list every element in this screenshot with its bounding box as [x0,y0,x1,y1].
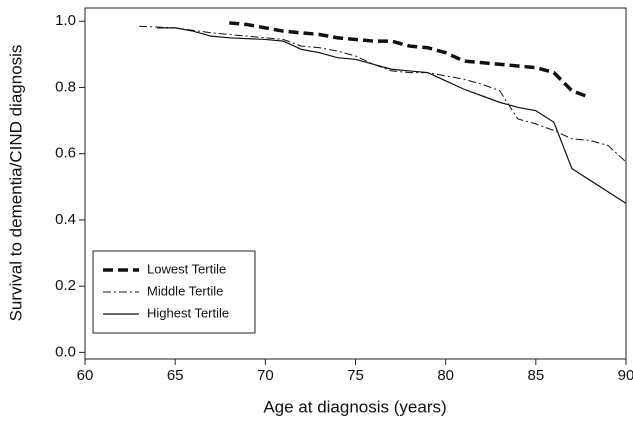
x-tick-label: 90 [618,367,633,384]
x-tick-label: 70 [257,367,274,384]
survival-line [157,27,627,204]
x-tick-label: 80 [437,367,454,384]
x-tick-label: 60 [77,367,94,384]
x-axis-label: Age at diagnosis (years) [263,397,446,416]
legend-label: Middle Tertile [147,283,223,298]
y-tick-label: 0.8 [55,78,76,95]
y-tick-label: 0.2 [55,277,76,294]
legend-label: Highest Tertile [147,305,229,320]
x-tick-label: 85 [527,367,544,384]
x-tick-label: 65 [167,367,184,384]
y-tick-label: 1.0 [55,12,76,29]
y-tick-label: 0.6 [55,145,76,162]
survival-line [139,25,627,163]
y-axis-label: Survival to dementia/CIND diagnosis [6,45,25,322]
survival-line [229,21,591,100]
x-tick-label: 75 [347,367,364,384]
y-tick-label: 0.4 [55,211,76,228]
y-tick-label: 0.0 [55,343,76,360]
legend-label: Lowest Tertile [147,261,226,276]
